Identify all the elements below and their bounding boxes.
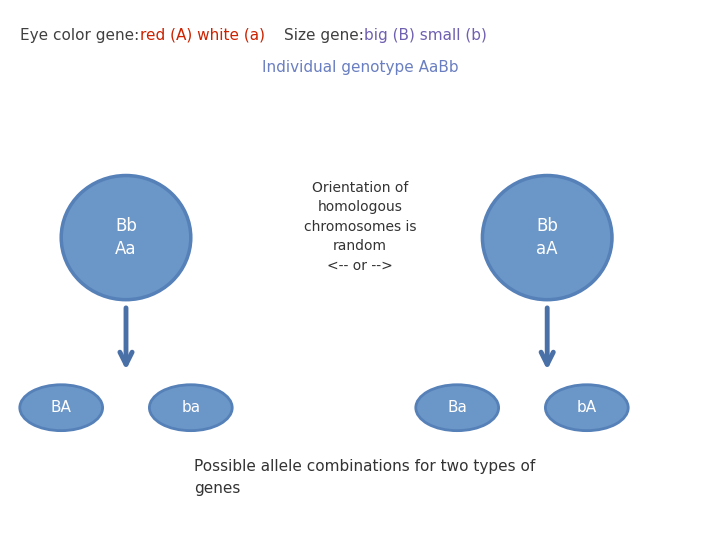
Ellipse shape bbox=[482, 176, 612, 300]
Text: big (B) small (b): big (B) small (b) bbox=[364, 28, 487, 43]
Text: Bb
Aa: Bb Aa bbox=[115, 217, 137, 259]
Text: bA: bA bbox=[577, 400, 597, 415]
Text: Possible allele combinations for two types of
genes: Possible allele combinations for two typ… bbox=[194, 460, 536, 496]
Text: BA: BA bbox=[51, 400, 71, 415]
Ellipse shape bbox=[61, 176, 191, 300]
Text: Orientation of
homologous
chromosomes is
random
<-- or -->: Orientation of homologous chromosomes is… bbox=[304, 181, 416, 273]
Text: Eye color gene:: Eye color gene: bbox=[20, 28, 144, 43]
Text: red (A) white (a): red (A) white (a) bbox=[140, 28, 266, 43]
Text: Individual genotype AaBb: Individual genotype AaBb bbox=[261, 60, 459, 75]
Text: Ba: Ba bbox=[447, 400, 467, 415]
Ellipse shape bbox=[546, 384, 628, 431]
Ellipse shape bbox=[20, 384, 102, 431]
Ellipse shape bbox=[416, 384, 498, 431]
Text: ba: ba bbox=[181, 400, 200, 415]
Text: Size gene:: Size gene: bbox=[284, 28, 369, 43]
Text: Bb
aA: Bb aA bbox=[536, 217, 558, 259]
Ellipse shape bbox=[150, 384, 232, 431]
